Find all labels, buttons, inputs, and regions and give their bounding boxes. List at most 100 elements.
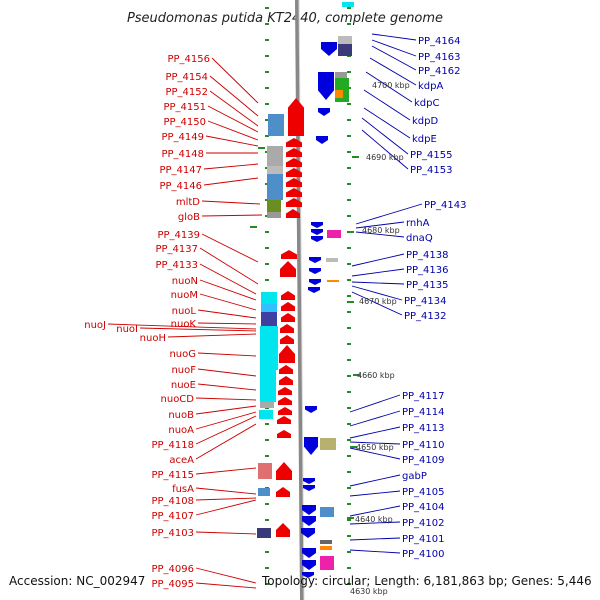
- right-label-connector: [349, 441, 401, 445]
- forward-gene-arrow: [279, 345, 295, 363]
- right-label-connector: [349, 447, 401, 460]
- left-gene-label: PP_4147: [159, 165, 202, 176]
- left-label-connector: [197, 322, 257, 325]
- feature-box: [320, 540, 332, 544]
- left-label-connector: [207, 120, 259, 141]
- right-gene-label: PP_4105: [402, 487, 445, 498]
- left-gene-label: nuoL: [172, 306, 197, 317]
- forward-gene-arrow: [278, 387, 292, 395]
- left-gene-label: nuoF: [171, 365, 196, 376]
- reverse-gene-arrow: [318, 72, 334, 100]
- left-label-connector: [203, 163, 259, 170]
- reverse-gene-arrow: [309, 268, 321, 274]
- right-gene-label: kdpA: [418, 81, 443, 92]
- forward-gene-arrow: [286, 209, 300, 218]
- left-gene-label: PP_4152: [165, 87, 208, 98]
- left-gene-label: PP_4115: [151, 470, 194, 481]
- right-label-connector: [351, 268, 405, 277]
- left-gene-label: nuoB: [168, 410, 194, 421]
- tick-marks: [250, 7, 360, 585]
- right-label-connector: [365, 71, 413, 103]
- right-gene-label: PP_4135: [406, 280, 449, 291]
- map-title: Pseudomonas putida KT2440, complete geno…: [127, 11, 443, 26]
- forward-gene-arrow: [280, 261, 296, 277]
- right-gene-label: PP_4162: [418, 66, 461, 77]
- reverse-gene-arrow: [311, 236, 323, 242]
- accession-text: Accession: NC_002947: [9, 574, 146, 588]
- feature-box: [260, 392, 276, 402]
- left-gene-label: nuoJ: [84, 320, 106, 331]
- left-label-connector: [197, 352, 257, 357]
- forward-gene-arrow: [279, 376, 293, 385]
- left-gene-label: nuoCD: [161, 394, 195, 405]
- forward-gene-arrow: [280, 335, 294, 344]
- feature-box: [258, 463, 272, 479]
- right-gene-label: PP_4134: [404, 296, 447, 307]
- left-label-connector: [201, 200, 261, 205]
- right-gene-label: PP_4102: [402, 518, 445, 529]
- backbone-line: [295, 0, 304, 600]
- feature-box: [342, 2, 354, 7]
- right-label-connector: [349, 505, 401, 517]
- right-gene-label: PP_4117: [402, 391, 445, 402]
- feature-box: [260, 370, 276, 392]
- forward-gene-arrow: [281, 313, 295, 322]
- right-gene-label: PP_4143: [424, 200, 467, 211]
- left-gene-label: nuoN: [172, 276, 198, 287]
- kbp-marker-label: 4700 kbp: [372, 81, 410, 90]
- kbp-marker-label: 4690 kbp: [366, 153, 404, 162]
- left-gene-label: PP_4108: [151, 496, 194, 507]
- feature-box: [261, 304, 277, 312]
- right-label-connector: [363, 107, 411, 139]
- left-gene-label: nuoH: [140, 333, 166, 344]
- right-gene-label: rnhA: [406, 218, 430, 229]
- right-gene-label: PP_4114: [402, 407, 445, 418]
- right-label-connector: [349, 426, 401, 439]
- right-gene-label: gabP: [402, 471, 427, 482]
- reverse-gene-arrow: [316, 136, 328, 144]
- right-label-connector: [351, 253, 405, 267]
- left-gene-label: PP_4137: [155, 244, 198, 255]
- left-label-connector: [195, 467, 257, 475]
- forward-gene-arrow: [278, 397, 292, 405]
- left-gene-label: PP_4118: [151, 440, 194, 451]
- forward-gene-arrow: [281, 302, 295, 311]
- left-gene-label: PP_4150: [163, 117, 206, 128]
- left-label-connector: [195, 411, 257, 430]
- feature-box: [320, 438, 336, 450]
- left-gene-label: nuoA: [168, 425, 194, 436]
- right-gene-label: PP_4138: [406, 250, 449, 261]
- feature-box: [267, 174, 283, 200]
- reverse-gene-arrow: [309, 257, 321, 263]
- right-gene-label: PP_4113: [402, 423, 445, 434]
- forward-gene-arrow: [286, 198, 302, 207]
- left-label-connector: [209, 90, 259, 127]
- right-label-connector: [349, 521, 401, 525]
- feature-box: [326, 258, 338, 262]
- right-label-connector: [349, 474, 401, 487]
- right-label-connector: [351, 281, 405, 285]
- feature-box: [267, 146, 283, 166]
- kbp-marker-label: 4660 kbp: [357, 371, 395, 380]
- reverse-gene-arrow: [302, 548, 316, 558]
- left-label-connector: [195, 531, 257, 535]
- reverse-gene-arrow: [318, 108, 330, 116]
- reverse-gene-arrow: [305, 406, 317, 413]
- feature-box: [267, 166, 283, 174]
- reverse-gene-arrow: [309, 279, 321, 285]
- left-label-connector: [209, 75, 259, 117]
- right-label-connector: [349, 410, 401, 427]
- feature-box: [261, 312, 277, 326]
- forward-gene-arrow: [276, 462, 292, 480]
- gene-features: [257, 2, 354, 578]
- feature-box: [335, 90, 343, 98]
- left-label-connector: [195, 423, 257, 460]
- reverse-gene-arrow: [302, 505, 316, 515]
- right-gene-label: PP_4132: [404, 311, 447, 322]
- left-gene-label: PP_4096: [151, 564, 194, 575]
- reverse-gene-arrow: [303, 478, 315, 484]
- left-gene-label: nuoI: [116, 324, 138, 335]
- left-label-connector: [199, 263, 257, 295]
- label-connectors: [107, 33, 423, 589]
- forward-gene-arrow: [277, 430, 291, 438]
